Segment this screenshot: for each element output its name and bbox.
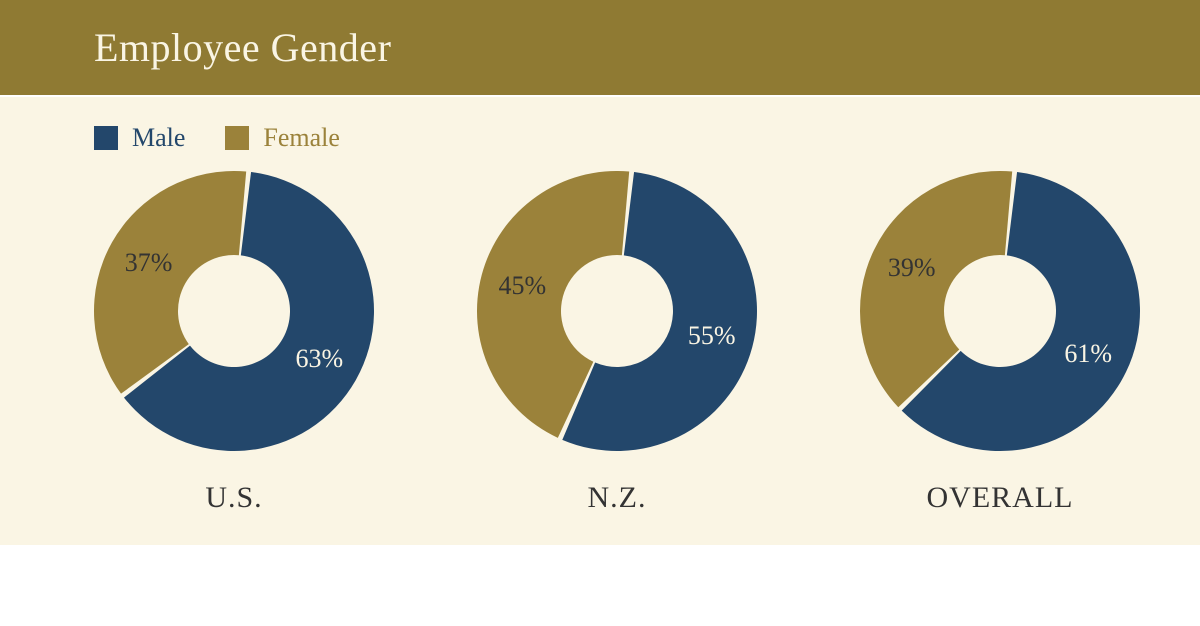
legend-swatch-male xyxy=(94,126,118,150)
chart-us: 63% 37% U.S. xyxy=(94,171,374,515)
chart-nz: 55% 45% N.Z. xyxy=(477,171,757,515)
donut-svg xyxy=(94,171,374,451)
legend-item-female: Female xyxy=(225,123,340,153)
legend-item-male: Male xyxy=(94,123,185,153)
slice-female xyxy=(94,171,246,394)
legend-swatch-female xyxy=(225,126,249,150)
legend: Male Female xyxy=(94,123,1140,153)
slice-label-male: 61% xyxy=(1064,339,1112,369)
header-bar: Employee Gender xyxy=(0,0,1200,95)
page-title: Employee Gender xyxy=(94,24,1200,71)
slice-label-female: 37% xyxy=(125,248,173,278)
chart-label-us: U.S. xyxy=(205,481,262,515)
legend-label-female: Female xyxy=(263,123,340,153)
legend-label-male: Male xyxy=(132,123,185,153)
donut-nz: 55% 45% xyxy=(477,171,757,451)
chart-overall: 61% 39% OVERALL xyxy=(860,171,1140,515)
slice-label-male: 55% xyxy=(688,321,736,351)
donut-svg xyxy=(477,171,757,451)
slice-label-female: 39% xyxy=(888,253,936,283)
slice-label-male: 63% xyxy=(296,344,344,374)
donut-svg xyxy=(860,171,1140,451)
charts-row: 63% 37% U.S. 55% 45% N.Z. 61% 39% OVERALL xyxy=(94,171,1140,515)
chart-label-overall: OVERALL xyxy=(927,481,1074,515)
slice-label-female: 45% xyxy=(498,271,546,301)
donut-overall: 61% 39% xyxy=(860,171,1140,451)
chart-label-nz: N.Z. xyxy=(588,481,647,515)
donut-us: 63% 37% xyxy=(94,171,374,451)
content-area: Male Female 63% 37% U.S. 55% 45% N.Z. 61% 3… xyxy=(0,97,1200,545)
